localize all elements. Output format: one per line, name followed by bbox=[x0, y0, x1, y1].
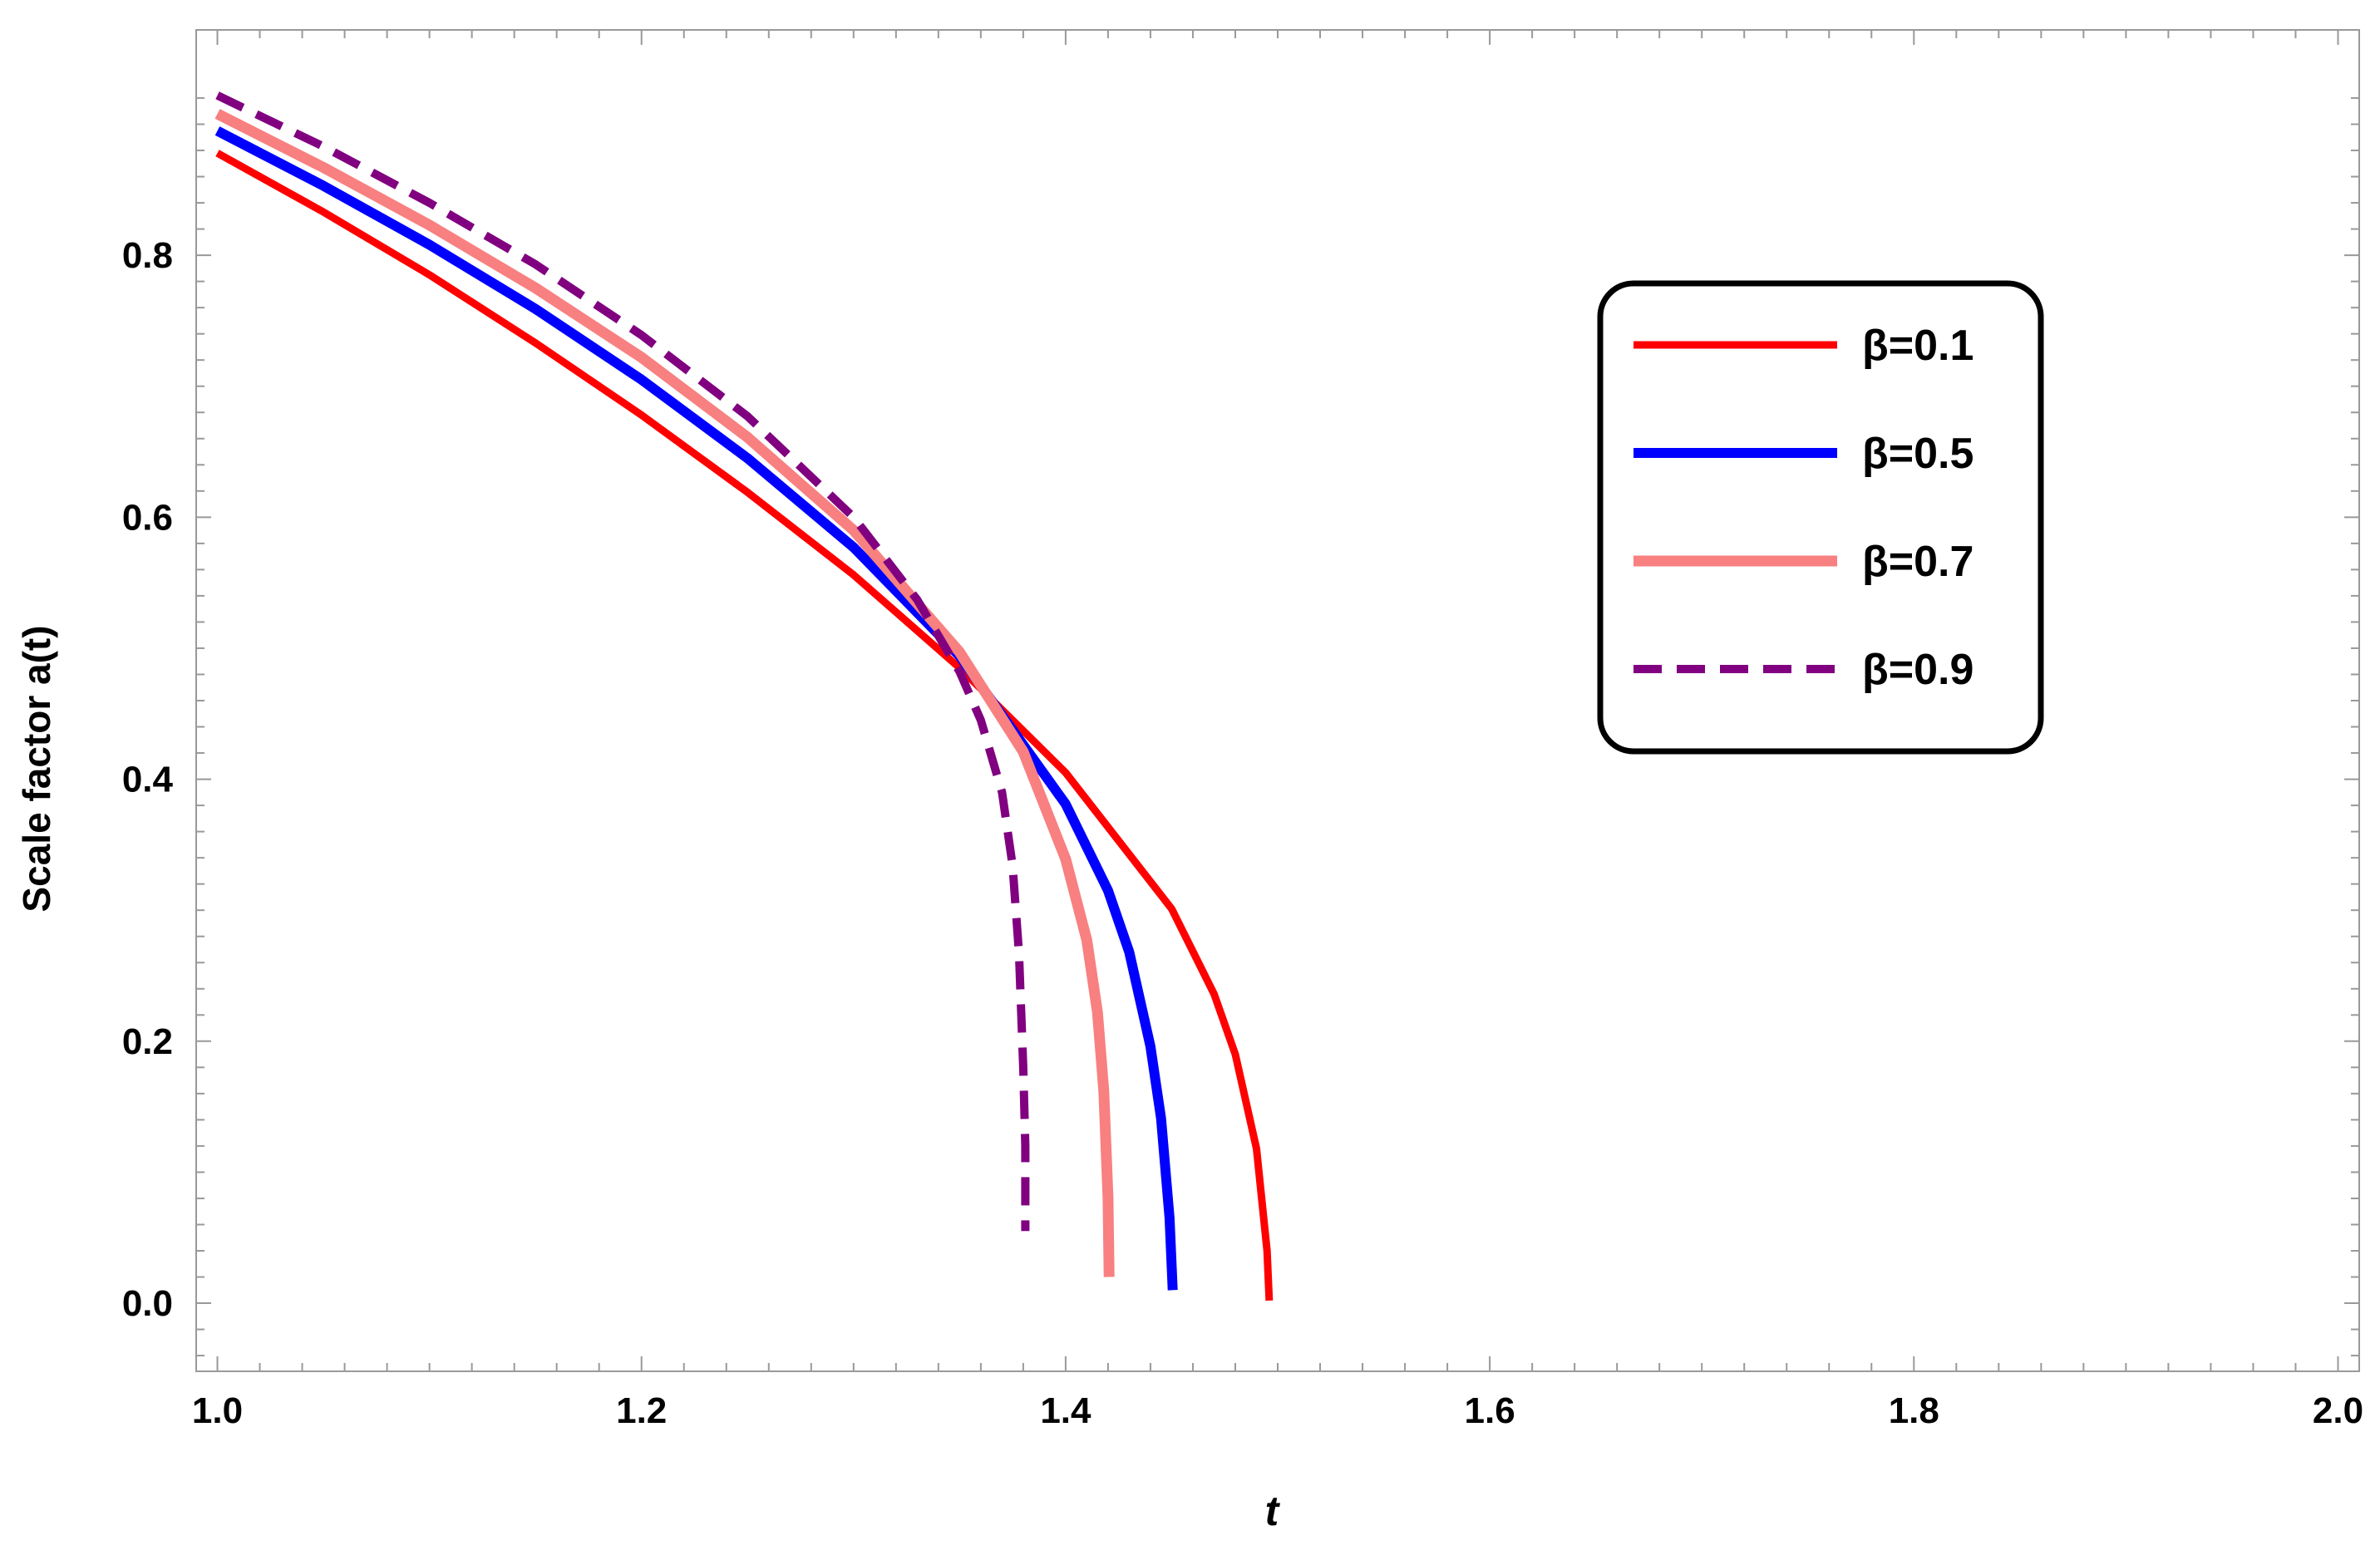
y-tick-label: 0.0 bbox=[122, 1283, 173, 1324]
legend-label: β=0.5 bbox=[1862, 430, 1973, 478]
x-tick-label: 1.2 bbox=[616, 1390, 667, 1431]
legend-label: β=0.9 bbox=[1862, 646, 1973, 694]
y-tick-label: 0.8 bbox=[122, 235, 173, 276]
axis-ticks bbox=[196, 30, 2359, 1371]
x-tick-label: 1.0 bbox=[192, 1390, 243, 1431]
legend-entries: β=0.1 β=0.5 β=0.7 β=0.9 bbox=[1633, 322, 1973, 694]
legend-box bbox=[1597, 280, 2044, 755]
y-axis-title: Scale factor a(t) bbox=[15, 625, 58, 912]
series-line bbox=[214, 109, 1115, 1277]
x-tick-label: 1.8 bbox=[1889, 1390, 1939, 1431]
y-tick-labels: 0.0 0.2 0.4 0.6 0.8 bbox=[122, 235, 174, 1324]
x-tick-label: 1.4 bbox=[1040, 1390, 1091, 1431]
legend: β=0.1 β=0.5 β=0.7 β=0.9 bbox=[1597, 280, 2044, 755]
x-tick-label: 1.6 bbox=[1465, 1390, 1515, 1431]
y-tick-label: 0.2 bbox=[122, 1021, 173, 1062]
x-tick-label: 2.0 bbox=[2313, 1390, 2363, 1431]
y-tick-label: 0.6 bbox=[122, 497, 173, 538]
series-line bbox=[215, 91, 1030, 1232]
series-line bbox=[215, 150, 1274, 1301]
y-tick-label: 0.4 bbox=[122, 760, 174, 800]
x-axis-title: t bbox=[1265, 1488, 1281, 1534]
x-tick-labels: 1.0 1.2 1.4 1.6 1.8 2.0 bbox=[192, 1390, 2363, 1431]
series-layer bbox=[214, 91, 1274, 1301]
legend-label: β=0.7 bbox=[1862, 538, 1973, 586]
series-line bbox=[214, 126, 1178, 1291]
legend-label: β=0.1 bbox=[1862, 322, 1973, 370]
